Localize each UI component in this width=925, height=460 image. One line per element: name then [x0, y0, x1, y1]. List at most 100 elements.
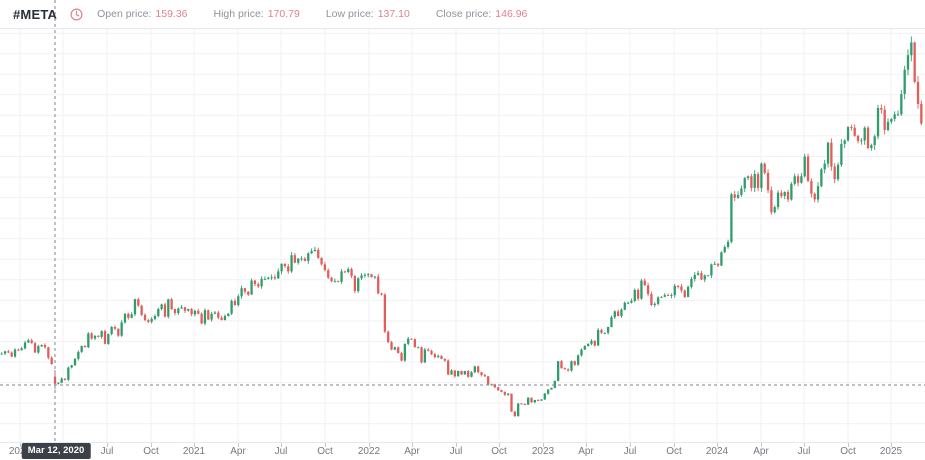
- candle[interactable]: [113, 325, 117, 331]
- candle[interactable]: [666, 293, 670, 297]
- candle[interactable]: [473, 365, 476, 374]
- candle[interactable]: [260, 276, 263, 289]
- candle[interactable]: [793, 173, 796, 186]
- candle[interactable]: [147, 318, 150, 324]
- candle[interactable]: [433, 352, 437, 359]
- candle[interactable]: [83, 345, 87, 348]
- candle[interactable]: [370, 273, 373, 278]
- candle[interactable]: [693, 272, 696, 282]
- candle[interactable]: [133, 298, 137, 317]
- candle[interactable]: [153, 314, 157, 321]
- candle[interactable]: [740, 185, 743, 197]
- candle[interactable]: [903, 65, 906, 100]
- market-hours-icon[interactable]: [70, 7, 83, 21]
- candle[interactable]: [507, 393, 510, 396]
- candle[interactable]: [210, 311, 213, 322]
- candle[interactable]: [680, 283, 683, 293]
- candle[interactable]: [806, 153, 810, 183]
- candle[interactable]: [913, 41, 916, 84]
- candle[interactable]: [207, 309, 210, 321]
- candle[interactable]: [870, 143, 873, 151]
- candle[interactable]: [437, 354, 440, 358]
- candle[interactable]: [117, 328, 120, 337]
- candle[interactable]: [866, 126, 870, 150]
- candle[interactable]: [93, 335, 97, 340]
- candle[interactable]: [240, 285, 243, 299]
- candle[interactable]: [620, 308, 623, 318]
- candle[interactable]: [123, 313, 127, 324]
- candle[interactable]: [40, 344, 43, 347]
- candle[interactable]: [497, 386, 500, 391]
- candle[interactable]: [417, 346, 420, 349]
- candle[interactable]: [726, 239, 730, 249]
- candle[interactable]: [233, 298, 237, 306]
- candle[interactable]: [337, 280, 340, 283]
- candle[interactable]: [517, 403, 520, 417]
- candle[interactable]: [87, 332, 90, 349]
- candle[interactable]: [20, 346, 23, 351]
- candle[interactable]: [353, 274, 357, 294]
- candle[interactable]: [796, 173, 800, 187]
- candle[interactable]: [830, 138, 833, 171]
- candle[interactable]: [243, 287, 247, 295]
- candle[interactable]: [540, 399, 543, 401]
- candle[interactable]: [253, 279, 257, 287]
- candle[interactable]: [287, 263, 290, 274]
- candle[interactable]: [700, 270, 703, 281]
- candle[interactable]: [603, 332, 606, 335]
- candle[interactable]: [70, 364, 73, 369]
- candle[interactable]: [696, 270, 700, 276]
- candle[interactable]: [613, 310, 616, 319]
- candle[interactable]: [267, 276, 270, 280]
- candle[interactable]: [500, 389, 503, 393]
- candle[interactable]: [313, 246, 317, 252]
- candle[interactable]: [173, 308, 177, 316]
- candle[interactable]: [910, 36, 913, 62]
- candle[interactable]: [320, 257, 323, 266]
- candle[interactable]: [377, 274, 380, 295]
- candle[interactable]: [863, 126, 866, 145]
- candle[interactable]: [273, 274, 277, 280]
- candle[interactable]: [327, 268, 330, 279]
- candle[interactable]: [846, 126, 850, 142]
- candle[interactable]: [77, 350, 80, 361]
- candle[interactable]: [556, 360, 560, 382]
- candle[interactable]: [190, 307, 193, 317]
- candle[interactable]: [773, 205, 776, 214]
- candle[interactable]: [37, 344, 40, 354]
- candle[interactable]: [340, 269, 343, 284]
- candle[interactable]: [307, 252, 310, 264]
- candle[interactable]: [703, 274, 706, 283]
- candle[interactable]: [650, 291, 653, 307]
- candle[interactable]: [920, 100, 923, 126]
- candle[interactable]: [780, 190, 783, 199]
- candle[interactable]: [470, 371, 473, 378]
- candle[interactable]: [73, 358, 77, 366]
- candle[interactable]: [330, 276, 333, 283]
- candle[interactable]: [7, 349, 10, 354]
- candle[interactable]: [566, 368, 570, 372]
- candle[interactable]: [137, 297, 140, 307]
- candle[interactable]: [293, 252, 297, 264]
- candle[interactable]: [820, 167, 823, 188]
- candle[interactable]: [570, 360, 573, 372]
- candle[interactable]: [813, 192, 816, 203]
- candle[interactable]: [653, 302, 656, 308]
- candle[interactable]: [596, 328, 600, 346]
- candle[interactable]: [760, 162, 763, 192]
- candle[interactable]: [97, 335, 100, 338]
- candle[interactable]: [400, 351, 403, 362]
- candle[interactable]: [883, 105, 886, 135]
- candle[interactable]: [543, 392, 546, 401]
- candle[interactable]: [343, 270, 347, 274]
- candle[interactable]: [427, 348, 430, 352]
- candle[interactable]: [60, 377, 63, 384]
- candle[interactable]: [303, 256, 307, 262]
- candle[interactable]: [410, 338, 413, 340]
- candle[interactable]: [683, 289, 686, 299]
- candle[interactable]: [187, 308, 190, 312]
- candle[interactable]: [643, 278, 646, 287]
- candle[interactable]: [790, 182, 793, 201]
- candle[interactable]: [167, 298, 170, 319]
